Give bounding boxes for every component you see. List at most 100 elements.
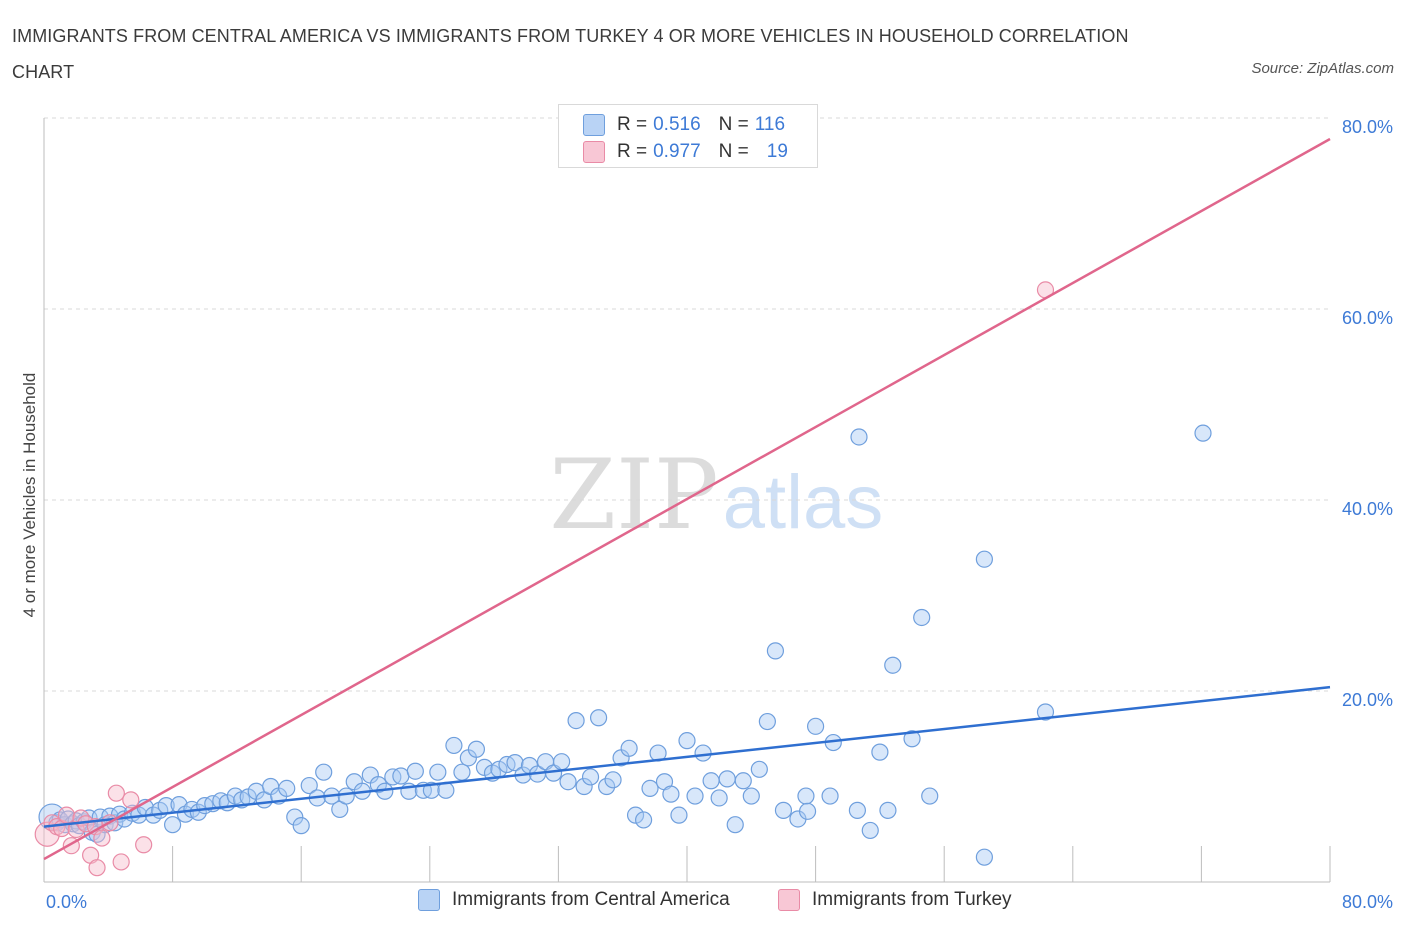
y-tick-label: 40.0% <box>1342 499 1393 519</box>
data-point-central-america <box>445 736 463 755</box>
legend-row-central-america: R = 0.516 N = 116 <box>583 112 785 138</box>
watermark-zip: ZIP <box>549 439 718 551</box>
data-point-central-america <box>429 763 447 781</box>
data-point-central-america <box>678 732 696 750</box>
data-point-central-america <box>164 816 182 834</box>
data-point-central-america <box>758 712 776 731</box>
x-tick-label: 0.0% <box>46 892 87 912</box>
data-point-central-america <box>337 787 355 805</box>
bottom-legend-central-america: Immigrants from Central America <box>418 889 730 911</box>
data-point-central-america <box>821 787 839 805</box>
series-central-america <box>38 424 1212 866</box>
data-point-central-america <box>559 773 577 791</box>
data-point-central-america <box>300 776 318 795</box>
trend-line-central-america <box>43 685 1331 828</box>
data-point-central-america <box>710 789 728 807</box>
data-point-central-america <box>850 428 868 446</box>
data-point-central-america <box>567 712 585 730</box>
legend-n-label: N = <box>718 114 749 135</box>
bottom-legend-label: Immigrants from Central America <box>452 889 730 910</box>
bottom-legend-label: Immigrants from Turkey <box>812 889 1012 910</box>
data-point-central-america <box>726 816 744 834</box>
data-point-turkey <box>57 806 76 824</box>
legend-r-label: R = <box>617 141 648 162</box>
data-point-central-america <box>797 787 815 805</box>
data-point-central-america <box>975 848 993 866</box>
data-point-central-america <box>641 779 659 798</box>
data-point-central-america <box>903 730 921 748</box>
bottom-legend-swatch-pink <box>778 889 800 911</box>
data-point-central-america <box>315 763 333 781</box>
data-point-central-america <box>702 772 720 790</box>
data-point-central-america <box>581 768 600 786</box>
correlation-legend: R = 0.516 N = 116 R = 0.977 N = 19 <box>558 104 818 168</box>
axes <box>43 118 1331 883</box>
data-point-central-america <box>686 787 704 805</box>
legend-r-label: R = <box>617 114 648 135</box>
data-point-central-america <box>975 550 993 568</box>
legend-row-turkey: R = 0.977 N = 19 <box>583 139 788 165</box>
legend-swatch-blue <box>583 114 605 136</box>
watermark: ZIP atlas <box>549 439 883 551</box>
data-point-central-america <box>913 608 931 627</box>
data-point-central-america <box>575 777 593 796</box>
legend-r-value: 0.977 <box>653 141 701 162</box>
gridlines <box>44 117 1330 692</box>
data-point-central-america <box>848 801 866 819</box>
data-point-central-america <box>734 772 752 790</box>
data-point-central-america <box>634 811 653 829</box>
legend-swatch-pink <box>583 141 605 163</box>
data-point-turkey <box>122 791 140 809</box>
x-tick-label: 80.0% <box>1342 892 1393 912</box>
data-point-central-america <box>506 754 524 772</box>
data-point-central-america <box>694 744 712 762</box>
data-point-central-america <box>604 771 622 789</box>
data-point-central-america <box>1036 703 1055 721</box>
source-credit: Source: ZipAtlas.com <box>1251 60 1394 77</box>
data-point-turkey <box>93 829 111 847</box>
data-point-central-america <box>369 775 387 794</box>
data-point-central-america <box>453 763 471 781</box>
chart-title: IMMIGRANTS FROM CENTRAL AMERICA VS IMMIG… <box>12 26 1129 82</box>
data-point-turkey <box>112 853 130 871</box>
legend-n-label: N = <box>718 141 749 162</box>
data-point-central-america <box>921 787 939 805</box>
data-point-central-america <box>406 762 424 780</box>
data-point-central-america <box>278 779 296 798</box>
data-point-central-america <box>626 806 645 824</box>
data-point-central-america <box>553 753 571 771</box>
y-tick-label: 60.0% <box>1342 308 1393 328</box>
data-point-central-america <box>292 817 310 835</box>
data-point-turkey <box>135 836 153 854</box>
data-point-central-america <box>1194 424 1212 442</box>
data-point-central-america <box>774 801 793 819</box>
data-point-central-america <box>766 642 785 660</box>
bottom-legend-turkey: Immigrants from Turkey <box>778 889 1012 911</box>
data-point-central-america <box>422 781 441 799</box>
legend-r-value: 0.516 <box>653 114 701 135</box>
data-point-central-america <box>798 802 817 820</box>
bottom-legend-swatch-blue <box>418 889 440 911</box>
data-point-central-america <box>884 656 902 674</box>
data-point-central-america <box>670 806 688 824</box>
data-point-central-america <box>392 767 410 785</box>
data-point-central-america <box>598 777 616 796</box>
trend-line-turkey <box>43 137 1331 861</box>
data-point-central-america <box>662 785 680 803</box>
data-point-turkey <box>107 784 125 802</box>
legend-n-value: 19 <box>766 141 788 162</box>
y-tick-label: 20.0% <box>1342 690 1393 710</box>
data-point-central-america <box>742 787 760 805</box>
data-point-central-america <box>879 801 897 819</box>
data-point-central-america <box>806 717 825 735</box>
data-point-central-america <box>467 740 486 758</box>
data-point-central-america <box>750 760 768 778</box>
data-point-central-america <box>718 770 736 788</box>
data-point-central-america <box>589 709 608 727</box>
watermark-atlas: atlas <box>723 460 884 545</box>
data-point-central-america <box>861 821 879 840</box>
tick-labels: 20.0% 40.0% 60.0% 80.0% 0.0% 80.0% <box>46 117 1393 912</box>
y-tick-label: 80.0% <box>1342 117 1393 137</box>
trend-lines <box>43 137 1331 861</box>
